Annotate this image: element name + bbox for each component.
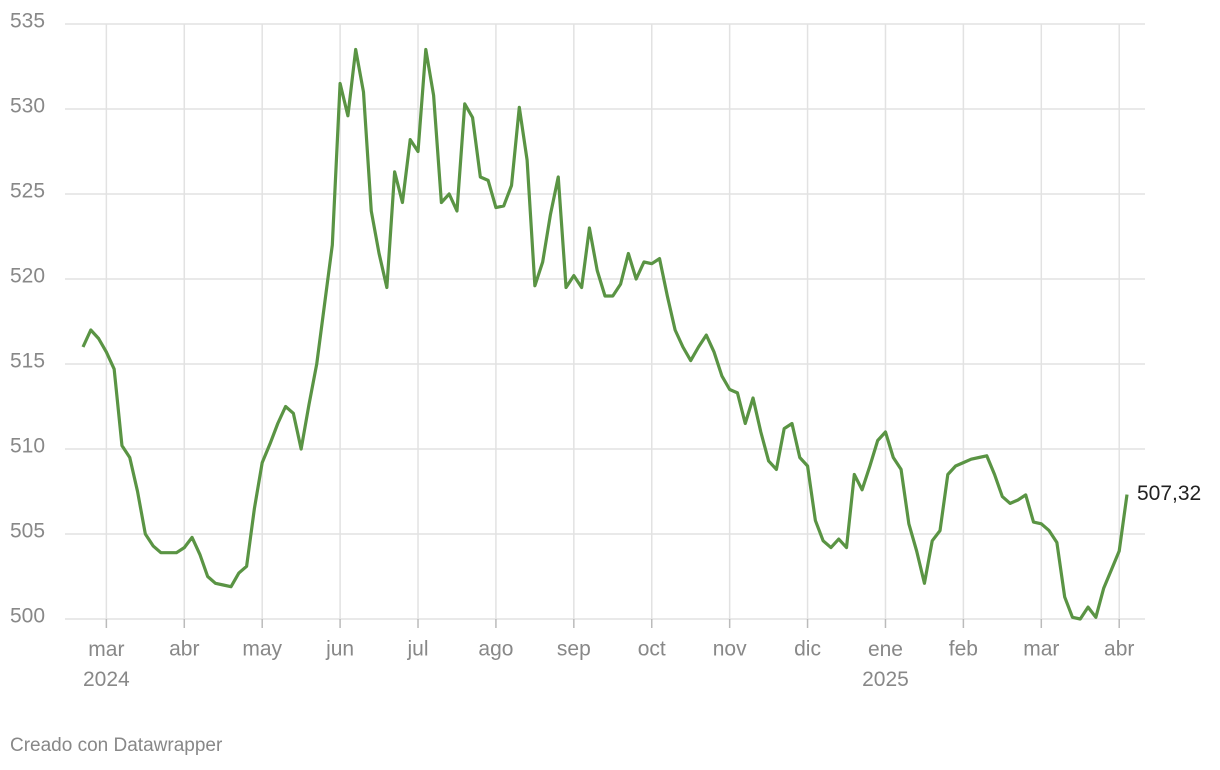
- y-tick-label: 525: [10, 180, 45, 203]
- y-tick-label: 500: [10, 605, 45, 628]
- y-tick-label: 535: [10, 10, 45, 33]
- x-tick-label: nov: [713, 638, 747, 661]
- x-tick-label: ene 2025: [862, 638, 909, 691]
- x-tick-label: oct: [638, 638, 666, 661]
- y-tick-label: 520: [10, 265, 45, 288]
- x-tick-label: mar: [1023, 638, 1059, 661]
- x-tick-label: abr: [169, 638, 199, 661]
- y-tick-label: 510: [10, 435, 45, 458]
- line: [81, 47, 1129, 621]
- x-tick-label: abr: [1104, 638, 1134, 661]
- y-tick-label: 530: [10, 95, 45, 118]
- x-tick-label: mar 2024: [83, 638, 130, 691]
- y-tick-label: 505: [10, 520, 45, 543]
- x-tick-label: sep: [557, 638, 591, 661]
- x-tick-label: may: [242, 638, 282, 661]
- value-label: 507,32: [1137, 482, 1201, 505]
- x-tick-label: jun: [325, 638, 354, 661]
- x-tick-label: jul: [407, 638, 429, 661]
- x-tick-label: dic: [794, 638, 821, 661]
- y-tick-label: 515: [10, 350, 45, 373]
- x-tick-label: ago: [478, 638, 513, 661]
- footer: Creado con Datawrapper: [10, 735, 223, 756]
- x-tick-label: feb: [949, 638, 978, 661]
